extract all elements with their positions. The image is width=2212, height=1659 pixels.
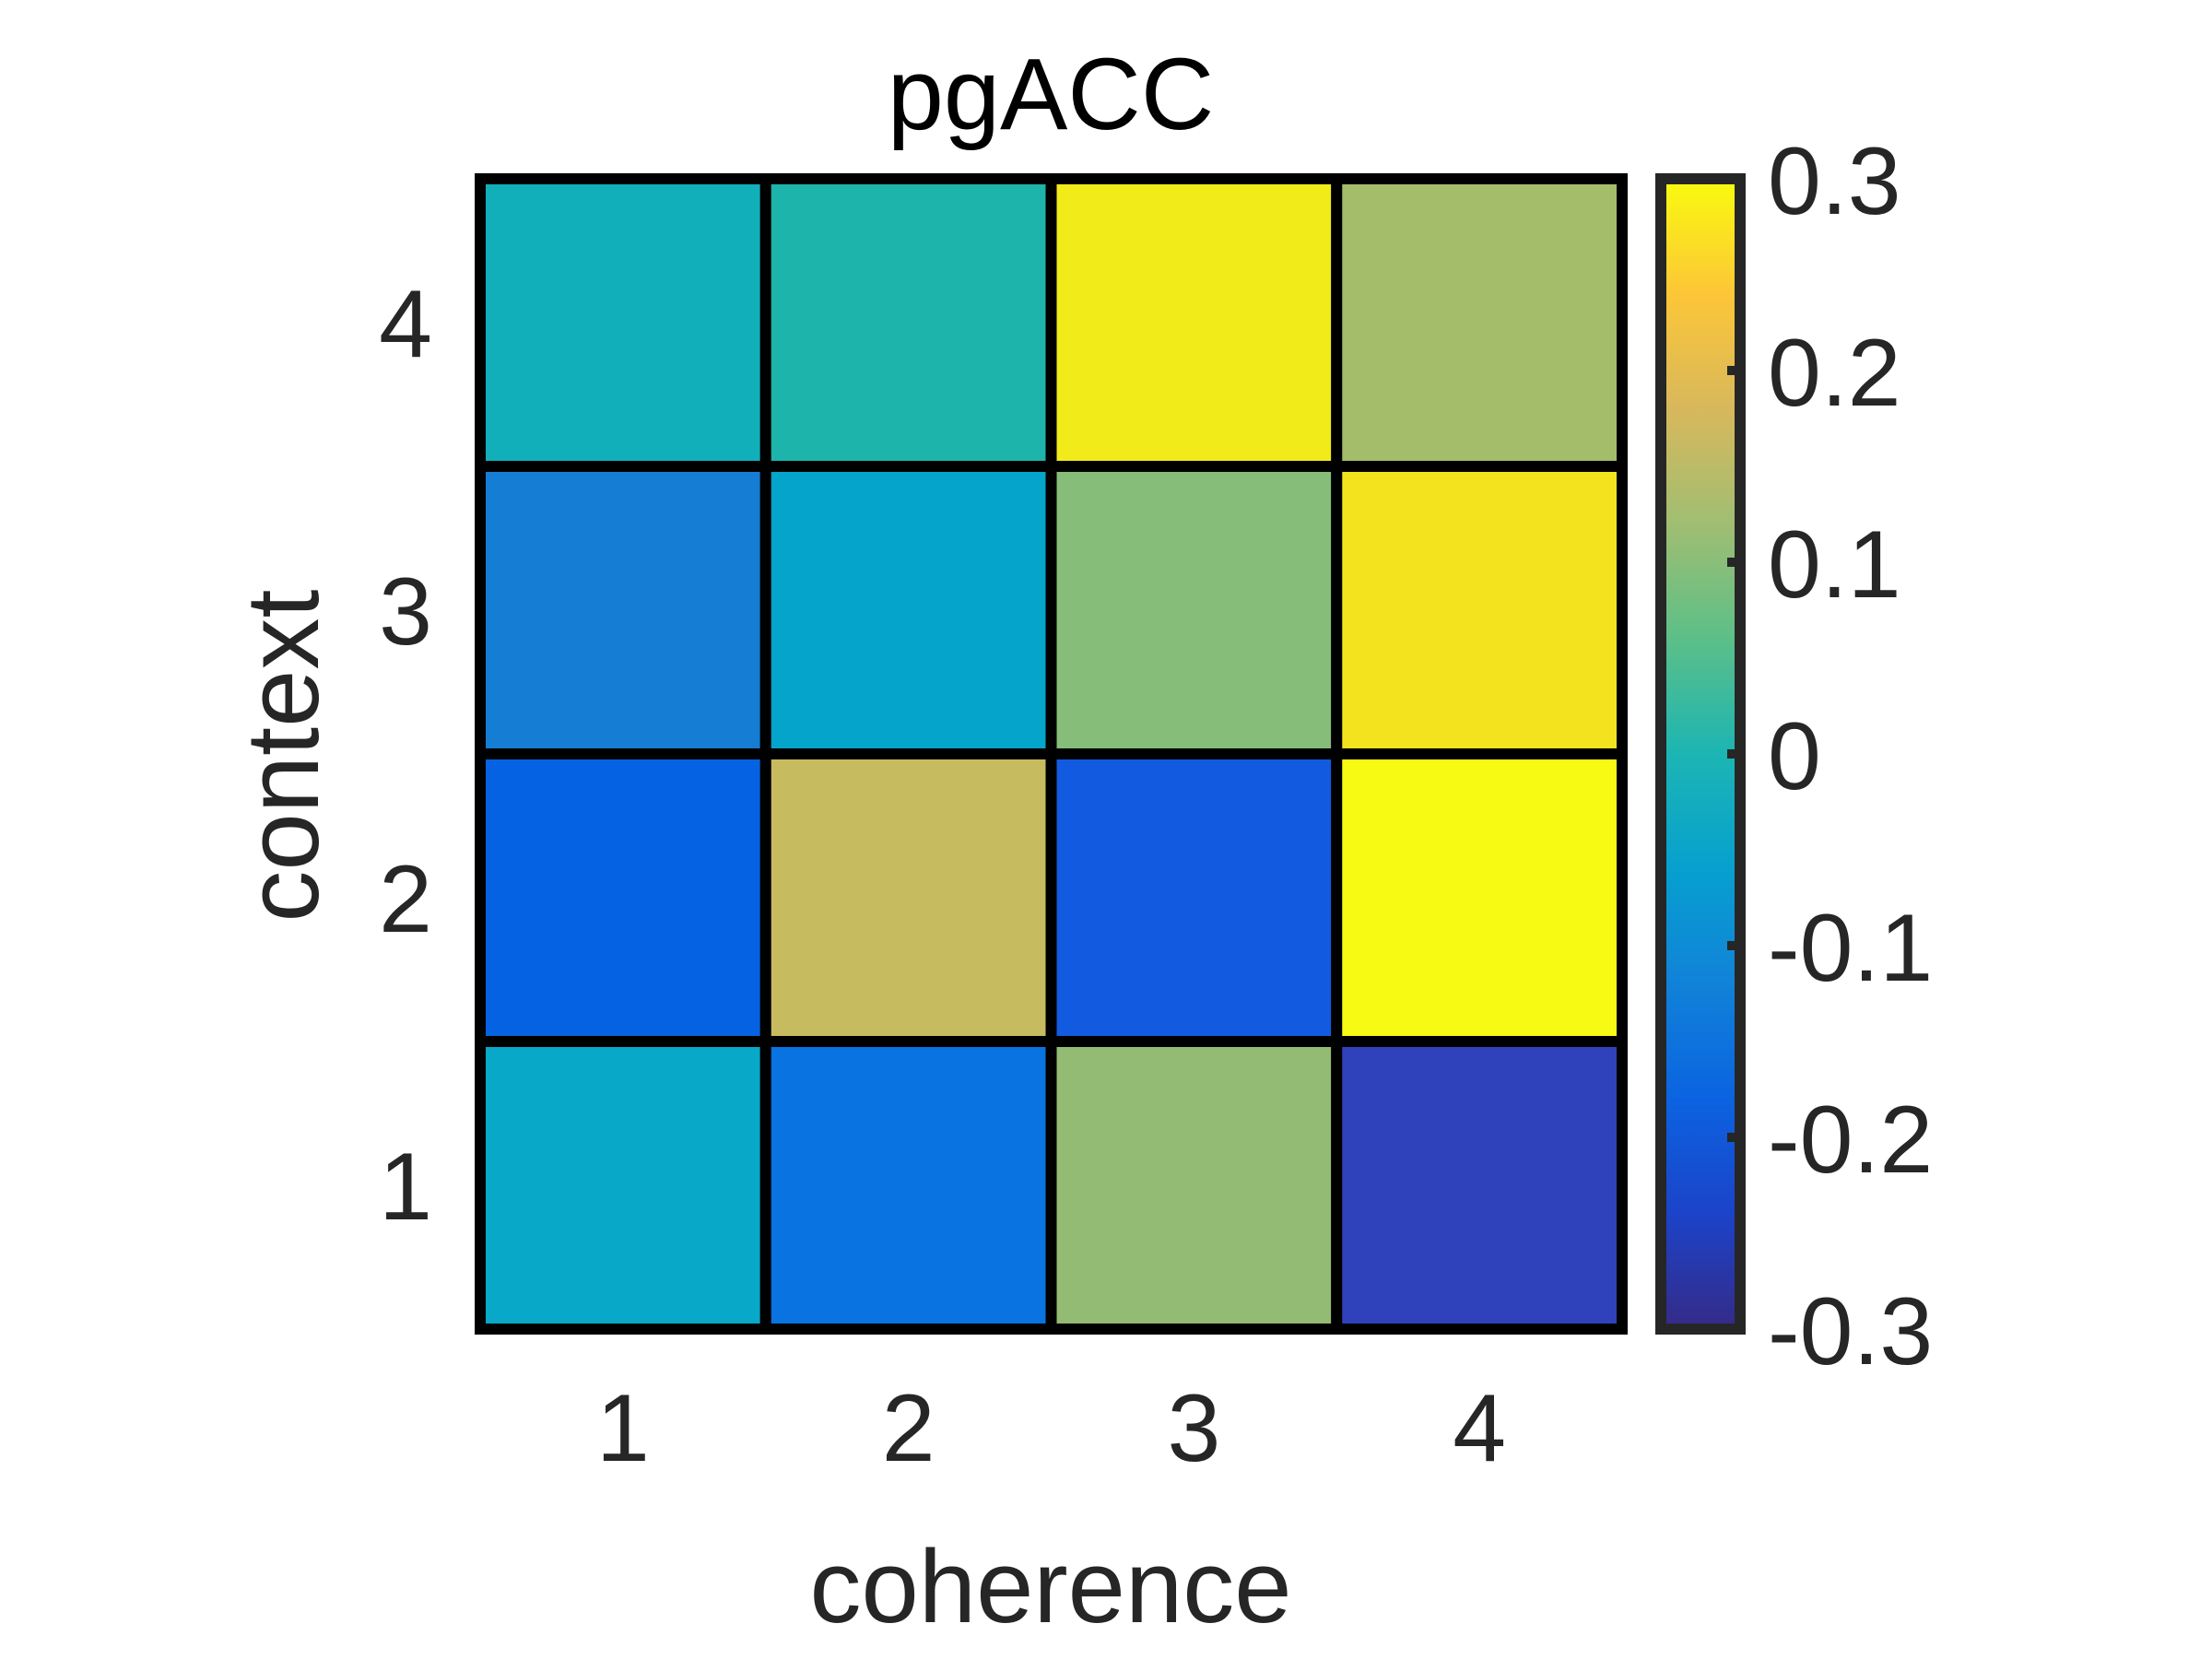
y-tick-labels: 1 2 3 4 — [379, 271, 432, 1241]
colorbar: -0.3 -0.2 -0.1 0 0.1 0.2 0.3 — [1655, 128, 1933, 1385]
x-tick-label: 3 — [1167, 1375, 1220, 1482]
heatmap-cell-context-4-coherence-1 — [475, 173, 771, 472]
colorbar-tick-label: 0.1 — [1768, 512, 1901, 618]
heatmap-cell-context-1-coherence-1 — [475, 1036, 771, 1335]
heatmap-cells — [475, 173, 1628, 1335]
heatmap-cell-context-2-coherence-4 — [1331, 748, 1628, 1047]
x-tick-labels: 1 2 3 4 — [596, 1375, 1506, 1482]
heatmap-cell-context-1-coherence-4 — [1331, 1036, 1628, 1335]
colorbar-tick-label: -0.3 — [1768, 1278, 1933, 1385]
y-axis-label: context — [225, 589, 340, 922]
y-tick-label: 3 — [379, 559, 432, 665]
heatmap-cell-context-1-coherence-3 — [1045, 1036, 1343, 1335]
heatmap-cell-context-2-coherence-2 — [759, 748, 1057, 1047]
x-axis-label: coherence — [809, 1529, 1291, 1644]
y-tick-label: 2 — [379, 846, 432, 953]
heatmap-cell-context-3-coherence-3 — [1045, 461, 1343, 759]
heatmap-cell-context-3-coherence-4 — [1331, 461, 1628, 759]
colorbar-tick-label: -0.1 — [1768, 895, 1933, 1002]
colorbar-tick-label: -0.2 — [1768, 1087, 1933, 1194]
y-tick-label: 4 — [379, 271, 432, 378]
colorbar-tick-label: 0 — [1768, 703, 1821, 810]
heatmap-cell-context-1-coherence-2 — [759, 1036, 1057, 1335]
heatmap-cell-context-2-coherence-3 — [1045, 748, 1343, 1047]
x-tick-label: 4 — [1453, 1375, 1506, 1482]
x-tick-label: 2 — [882, 1375, 935, 1482]
heatmap-cell-context-3-coherence-1 — [475, 461, 771, 759]
heatmap-cell-context-4-coherence-3 — [1045, 173, 1343, 472]
y-tick-label: 1 — [379, 1134, 432, 1241]
colorbar-tick-label: 0.3 — [1768, 128, 1901, 235]
heatmap-cell-context-4-coherence-4 — [1331, 173, 1628, 472]
heatmap-cell-context-4-coherence-2 — [759, 173, 1057, 472]
colorbar-tick-label: 0.2 — [1768, 320, 1901, 427]
chart-title: pgACC — [888, 38, 1215, 151]
heatmap-cell-context-2-coherence-1 — [475, 748, 771, 1047]
x-tick-label: 1 — [596, 1375, 650, 1482]
colorbar-gradient — [1655, 173, 1746, 1335]
heatmap-cell-context-3-coherence-2 — [759, 461, 1057, 759]
